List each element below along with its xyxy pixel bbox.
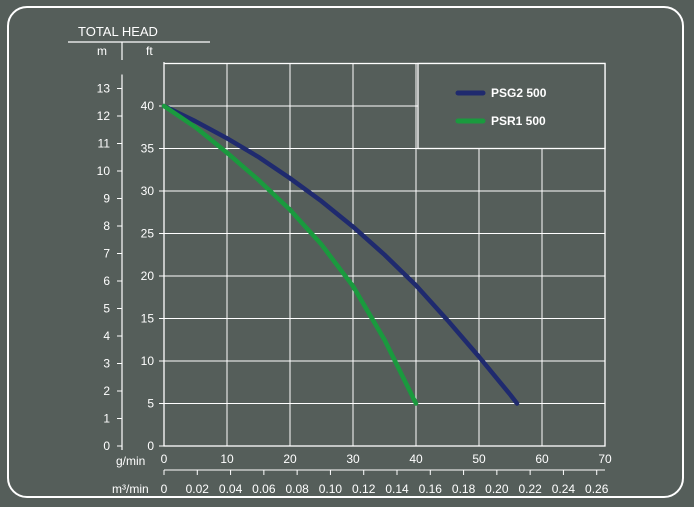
grid bbox=[163, 62, 606, 447]
m-tick-label: 11 bbox=[98, 137, 111, 151]
gpm-tick-label: 10 bbox=[220, 452, 234, 466]
ft-tick-label: 35 bbox=[141, 142, 155, 156]
ft-tick-label: 25 bbox=[141, 227, 155, 241]
series-lines bbox=[161, 103, 520, 406]
m3-tick-label: 0.20 bbox=[485, 482, 509, 496]
y-right-unit-label: ft bbox=[146, 44, 153, 58]
m3-tick-label: 0.24 bbox=[552, 482, 576, 496]
ft-tick-label: 10 bbox=[141, 354, 155, 368]
m3-tick-label: 0.04 bbox=[219, 482, 243, 496]
legend-label: PSG2 500 bbox=[491, 86, 547, 100]
m3-tick-label: 0.16 bbox=[419, 482, 443, 496]
gpm-tick-label: 70 bbox=[598, 452, 612, 466]
gpm-tick-label: 50 bbox=[472, 452, 486, 466]
gpm-tick-label: 60 bbox=[535, 452, 549, 466]
x-bottom-unit-label: m³/min bbox=[112, 482, 149, 496]
m3-tick-label: 0.14 bbox=[385, 482, 409, 496]
gpm-tick-label: 40 bbox=[409, 452, 423, 466]
m-tick-label: 4 bbox=[103, 329, 110, 343]
legend-box bbox=[417, 62, 606, 150]
m-tick-label: 10 bbox=[97, 164, 111, 178]
gpm-tick-label: 30 bbox=[346, 452, 360, 466]
m3-tick-label: 0.22 bbox=[518, 482, 542, 496]
series-line-psr1-500 bbox=[161, 103, 419, 406]
legend: PSG2 500 PSR1 500 bbox=[417, 62, 606, 150]
m-tick-label: 3 bbox=[103, 357, 110, 371]
ft-tick-label: 15 bbox=[141, 312, 155, 326]
m-tick-label: 12 bbox=[97, 109, 111, 123]
y-left-unit-label: m bbox=[97, 44, 107, 58]
gpm-tick-label: 20 bbox=[283, 452, 297, 466]
m-tick-label: 1 bbox=[103, 412, 110, 426]
m3-tick-label: 0.02 bbox=[186, 482, 210, 496]
plot-frame bbox=[163, 62, 606, 447]
m3-tick-label: 0.26 bbox=[585, 482, 609, 496]
m3-tick-label: 0.06 bbox=[252, 482, 276, 496]
m-tick-label: 7 bbox=[103, 247, 110, 261]
m-tick-label: 2 bbox=[103, 384, 110, 398]
axis-title: TOTAL HEAD bbox=[78, 24, 158, 39]
ft-tick-label: 0 bbox=[147, 439, 154, 453]
m3-tick-label: 0.08 bbox=[285, 482, 309, 496]
axes bbox=[68, 41, 605, 475]
series-line-psg2-500 bbox=[161, 103, 520, 406]
m-tick-label: 0 bbox=[103, 439, 110, 453]
m-tick-label: 13 bbox=[97, 82, 111, 96]
gpm-tick-label: 0 bbox=[161, 452, 168, 466]
m-tick-label: 5 bbox=[103, 302, 110, 316]
legend-label: PSR1 500 bbox=[491, 114, 546, 128]
chart-panel bbox=[7, 6, 684, 498]
m3-tick-label: 0.12 bbox=[352, 482, 376, 496]
m-tick-label: 9 bbox=[103, 192, 110, 206]
m-tick-label: 8 bbox=[103, 219, 110, 233]
ft-tick-label: 30 bbox=[141, 184, 155, 198]
ft-tick-label: 5 bbox=[147, 397, 154, 411]
x-top-unit-label: g/min bbox=[116, 454, 145, 468]
m-tick-label: 6 bbox=[103, 274, 110, 288]
m3-tick-label: 0.18 bbox=[452, 482, 476, 496]
m3-tick-label: 0 bbox=[161, 482, 168, 496]
m3-tick-label: 0.10 bbox=[319, 482, 343, 496]
ft-tick-label: 20 bbox=[141, 269, 155, 283]
ft-tick-label: 40 bbox=[141, 99, 155, 113]
